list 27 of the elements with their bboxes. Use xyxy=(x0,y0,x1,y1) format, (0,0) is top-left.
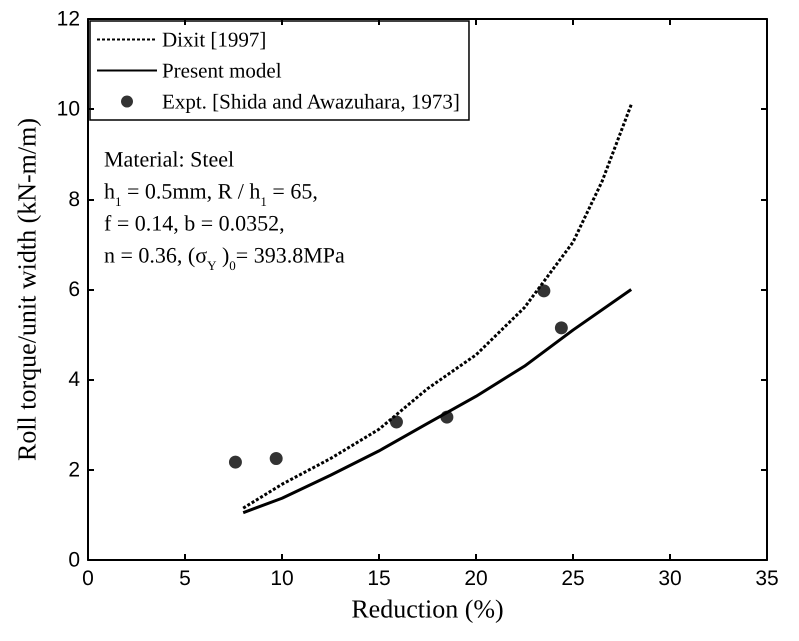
annotation: f = 0.14, b = 0.0352, xyxy=(104,210,285,236)
x-tick-label: 25 xyxy=(561,567,585,590)
y-tick-label: 6 xyxy=(68,278,80,301)
y-tick-label: 8 xyxy=(68,188,80,211)
x-tick-label: 20 xyxy=(464,567,488,590)
y-tick-label: 2 xyxy=(68,458,80,482)
y-tick-label: 10 xyxy=(56,98,80,121)
x-tick-label: 15 xyxy=(367,567,391,590)
y-tick-label: 12 xyxy=(56,8,80,30)
point xyxy=(537,284,550,298)
legend-label: Expt. [Shida and Awazuhara, 1973] xyxy=(162,90,460,114)
annotation: Material: Steel xyxy=(104,146,234,172)
point xyxy=(390,416,403,429)
x-tick-label: 30 xyxy=(658,567,682,590)
x-axis-title: Reduction (%) xyxy=(351,594,504,624)
point xyxy=(228,456,242,469)
point xyxy=(554,321,568,334)
legend-label: Present model xyxy=(162,58,282,82)
point xyxy=(270,452,283,466)
y-tick-label: 0 xyxy=(68,548,80,572)
x-tick-label: 5 xyxy=(179,567,191,590)
legend-label: Dixit [1997] xyxy=(162,28,266,52)
y-tick-label: 4 xyxy=(68,368,80,392)
x-tick-label: 10 xyxy=(270,567,294,590)
x-tick-label: 0 xyxy=(82,567,94,590)
y-axis-title: Roll torque/unit width (kN-m/m) xyxy=(12,118,42,462)
x-tick-label: 35 xyxy=(755,567,779,590)
